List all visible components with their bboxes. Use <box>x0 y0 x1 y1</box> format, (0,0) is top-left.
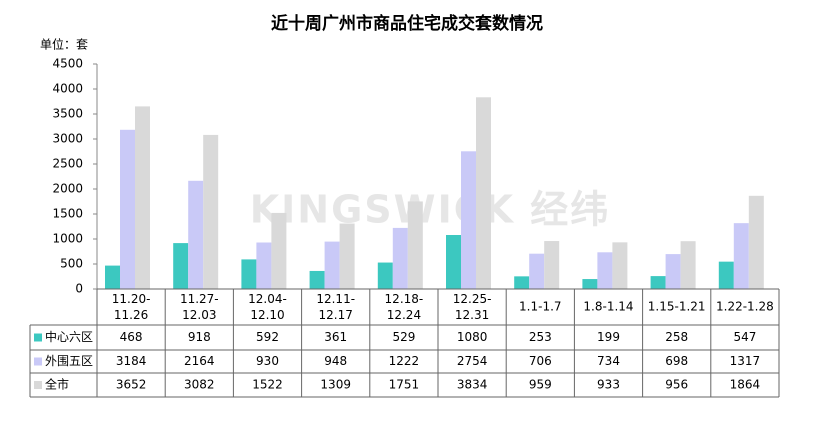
table-value: 468 <box>120 330 143 344</box>
legend-swatch <box>34 333 42 342</box>
y-tick-label: 0 <box>75 282 83 296</box>
bar <box>461 151 476 289</box>
y-tick-label: 1500 <box>52 207 83 221</box>
table-value: 1522 <box>252 378 283 392</box>
y-tick-label: 4500 <box>52 57 83 71</box>
y-tick-label: 3500 <box>52 107 83 121</box>
bar <box>135 106 150 290</box>
table-value: 1864 <box>730 378 761 392</box>
table-value: 1222 <box>389 354 420 368</box>
bar <box>188 180 204 289</box>
bar <box>544 241 560 289</box>
table-value: 948 <box>324 354 347 368</box>
table-value: 253 <box>529 330 552 344</box>
table-value: 3082 <box>184 378 215 392</box>
y-tick-label: 2500 <box>52 157 83 171</box>
bar <box>173 243 189 289</box>
table-value: 592 <box>256 330 279 344</box>
bar <box>476 97 491 289</box>
x-tick-label: 1.15-1.21 <box>648 300 706 314</box>
bar <box>514 276 530 289</box>
bar <box>612 242 628 289</box>
y-tick-label: 3000 <box>52 132 83 146</box>
legend-swatch <box>34 357 42 366</box>
table-value: 698 <box>665 354 688 368</box>
bar <box>748 195 764 289</box>
bar <box>718 261 734 289</box>
table-value: 3184 <box>116 354 147 368</box>
bar <box>733 223 749 289</box>
bar <box>377 262 393 289</box>
bar <box>650 276 666 289</box>
table-value: 547 <box>733 330 756 344</box>
y-tick-label: 2000 <box>52 182 83 196</box>
table-value: 3834 <box>457 378 488 392</box>
bar <box>324 241 340 289</box>
bar <box>680 241 696 289</box>
bar <box>105 265 120 289</box>
bar <box>271 212 287 289</box>
table-value: 1080 <box>457 330 488 344</box>
table-value: 2164 <box>184 354 215 368</box>
table-value: 959 <box>529 378 552 392</box>
table-value: 529 <box>392 330 415 344</box>
table-value: 1751 <box>389 378 420 392</box>
chart-title: 近十周广州市商品住宅成交套数情况 <box>271 13 543 34</box>
bar <box>446 235 461 289</box>
legend-swatch <box>34 381 42 389</box>
bar <box>256 242 272 289</box>
table-value: 930 <box>256 354 279 368</box>
table-value: 933 <box>597 378 620 392</box>
table-value: 956 <box>665 378 688 392</box>
bar <box>309 270 325 289</box>
legend-label: 全市 <box>45 377 69 392</box>
table-value: 258 <box>665 330 688 344</box>
x-tick-label: 12.11-12.17 <box>316 292 355 322</box>
watermark: KINGSWICK 经纬 <box>250 188 611 232</box>
table-value: 361 <box>324 330 347 344</box>
x-tick-label: 12.04-12.10 <box>248 292 287 322</box>
x-tick-label: 1.1-1.7 <box>519 300 562 314</box>
table-value: 734 <box>597 354 620 368</box>
table-value: 199 <box>597 330 620 344</box>
bar <box>241 259 257 289</box>
table-value: 706 <box>529 354 552 368</box>
bar <box>203 134 219 289</box>
bar <box>339 223 355 289</box>
bar <box>120 129 135 289</box>
bar <box>392 227 408 289</box>
x-tick-label: 12.25-12.31 <box>453 292 492 322</box>
legend-label: 中心六区 <box>45 329 93 344</box>
legend-label: 外围五区 <box>45 354 93 368</box>
x-tick-label: 11.20-11.26 <box>112 292 151 322</box>
bar <box>665 254 681 289</box>
table-value: 2754 <box>457 354 488 368</box>
y-tick-label: 1000 <box>52 232 83 246</box>
x-tick-label: 1.8-1.14 <box>583 300 633 314</box>
bar <box>529 253 545 289</box>
x-tick-label: 11.27-12.03 <box>180 292 219 322</box>
y-tick-label: 4000 <box>52 82 83 96</box>
table-value: 1317 <box>730 354 761 368</box>
table-value: 3652 <box>116 378 147 392</box>
x-tick-label: 1.22-1.28 <box>716 300 774 314</box>
y-unit: 单位：套 <box>40 37 88 52</box>
y-tick-label: 500 <box>60 257 83 271</box>
table-value: 918 <box>188 330 211 344</box>
bar <box>597 252 613 289</box>
bar <box>582 279 598 289</box>
x-tick-label: 12.18-12.24 <box>385 292 424 322</box>
table-value: 1309 <box>320 378 351 392</box>
bar <box>407 201 423 289</box>
